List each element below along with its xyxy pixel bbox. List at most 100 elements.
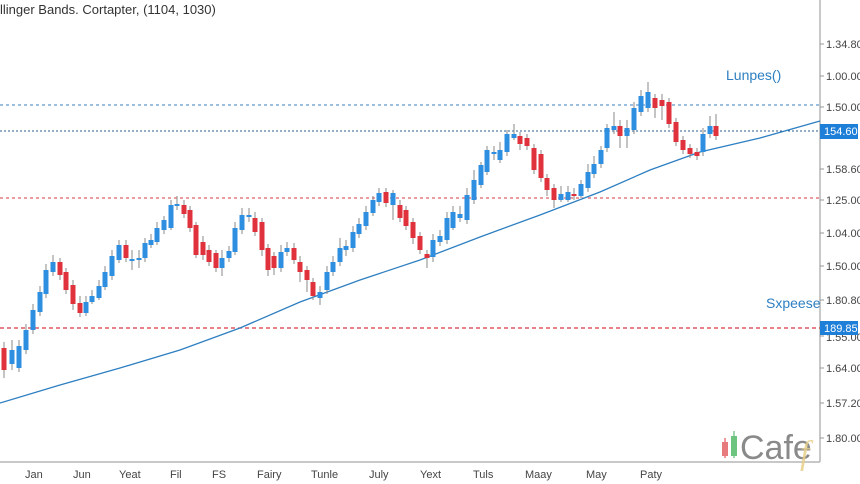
candle-body: [337, 248, 343, 262]
candle-body: [96, 286, 102, 298]
x-tick-label: Paty: [640, 469, 663, 481]
candle-body: [390, 193, 396, 205]
candle-body: [437, 236, 443, 242]
annotation-top: Lunpes(): [726, 67, 781, 83]
candle-body: [291, 248, 297, 260]
candle-body: [30, 310, 36, 330]
candle-body: [376, 193, 382, 202]
candle-body: [645, 92, 651, 108]
y-tick-label: 1.34.80: [826, 39, 860, 51]
x-tick-label: Tuls: [473, 469, 494, 481]
candle-body: [578, 184, 584, 196]
candle-body: [213, 253, 219, 268]
chart-title: llinger Bands. Cortapter, (1104, 1030): [0, 2, 216, 17]
y-tick-label: 1.80.00: [826, 433, 860, 445]
y-tick-label: 1.50.00: [826, 261, 860, 273]
candle-logo-icon: [722, 431, 737, 458]
candle-body: [16, 346, 22, 368]
candle-body: [611, 126, 617, 130]
candle-body: [43, 270, 49, 294]
x-tick-label: Fairy: [257, 469, 282, 481]
candle-body: [450, 212, 456, 228]
candle-body: [129, 259, 135, 261]
candle-body: [343, 246, 349, 250]
candle-body: [403, 210, 409, 226]
candle-body: [219, 258, 225, 268]
y-tick-label: 1.50.00: [826, 102, 860, 114]
candle-body: [9, 350, 15, 364]
candle-body: [694, 152, 700, 156]
candle-body: [200, 242, 206, 255]
candle-body: [491, 152, 497, 154]
candle-body: [638, 96, 644, 112]
candle-body: [598, 150, 604, 164]
candle-body: [363, 212, 369, 226]
candle-body: [109, 256, 115, 276]
y-tick-label: 1.00.00: [826, 71, 860, 83]
candle-body: [116, 245, 122, 260]
candle-body: [585, 172, 591, 188]
candle-body: [142, 243, 148, 258]
candle-body: [531, 148, 537, 170]
candle-body: [430, 240, 436, 257]
x-tick-label: Jan: [25, 469, 43, 481]
candle-body: [591, 164, 597, 174]
candle-body: [206, 250, 212, 262]
candle-body: [136, 258, 142, 260]
candle-body: [624, 128, 630, 136]
candle-body: [713, 126, 719, 136]
candle-body: [89, 296, 95, 302]
candle-body: [370, 200, 376, 213]
x-tick-label: May: [586, 469, 607, 481]
x-tick-label: Yeat: [119, 469, 141, 481]
candle-body: [471, 180, 477, 200]
candle-body: [23, 330, 29, 350]
price-tag-lower: 189.85: [820, 321, 858, 335]
y-tick-label: 1.57.20: [826, 398, 860, 410]
candle-body: [397, 205, 403, 218]
candle-body: [57, 262, 63, 275]
logo-mark: f: [800, 435, 814, 472]
candle-body: [631, 108, 637, 130]
trend-line: [0, 120, 821, 404]
candle-body: [673, 122, 679, 142]
price-tag-upper-text: 154.60: [824, 126, 858, 138]
x-axis: Jan Jun Yeat Fil FS Fairy Tunle July Yex…: [25, 469, 663, 481]
candle-body: [383, 192, 389, 203]
candle-body: [511, 134, 517, 138]
candle-body: [571, 194, 577, 196]
candle-body: [538, 154, 544, 178]
candle-body: [350, 232, 356, 248]
annotation-bottom: Sxpeese: [766, 295, 821, 311]
y-tick-label: 1.25.00: [826, 195, 860, 207]
candle-body: [123, 245, 129, 258]
candle-body: [77, 303, 83, 313]
candle-body: [297, 262, 303, 272]
candle-body: [232, 228, 238, 252]
candle-body: [330, 262, 336, 272]
candle-body: [700, 134, 706, 152]
candle-body: [1, 348, 7, 370]
candle-body: [544, 178, 550, 190]
logo-text: Cafe: [740, 429, 812, 467]
candle-body: [226, 251, 232, 258]
candle-body: [181, 205, 187, 214]
candle-body: [50, 262, 56, 272]
y-tick-label: 1.04.00: [826, 228, 860, 240]
x-tick-label: Fil: [170, 469, 182, 481]
candle-body: [517, 136, 523, 144]
candle-body: [246, 215, 252, 217]
candle-body: [659, 100, 665, 106]
candle-body: [504, 134, 510, 152]
candle-body: [484, 150, 490, 172]
x-tick-label: Yext: [420, 469, 441, 481]
candle-body: [478, 165, 484, 185]
candle-body: [652, 98, 658, 108]
y-axis: 1.34.80 1.00.00 1.50.00 1.58.60 1.25.00 …: [820, 39, 860, 445]
candle-body: [193, 225, 199, 255]
candle-body: [444, 218, 450, 240]
candle-body: [161, 220, 167, 230]
candle-body: [83, 302, 89, 313]
y-tick-label: 1.58.60: [826, 164, 860, 176]
candle-body: [271, 256, 277, 268]
